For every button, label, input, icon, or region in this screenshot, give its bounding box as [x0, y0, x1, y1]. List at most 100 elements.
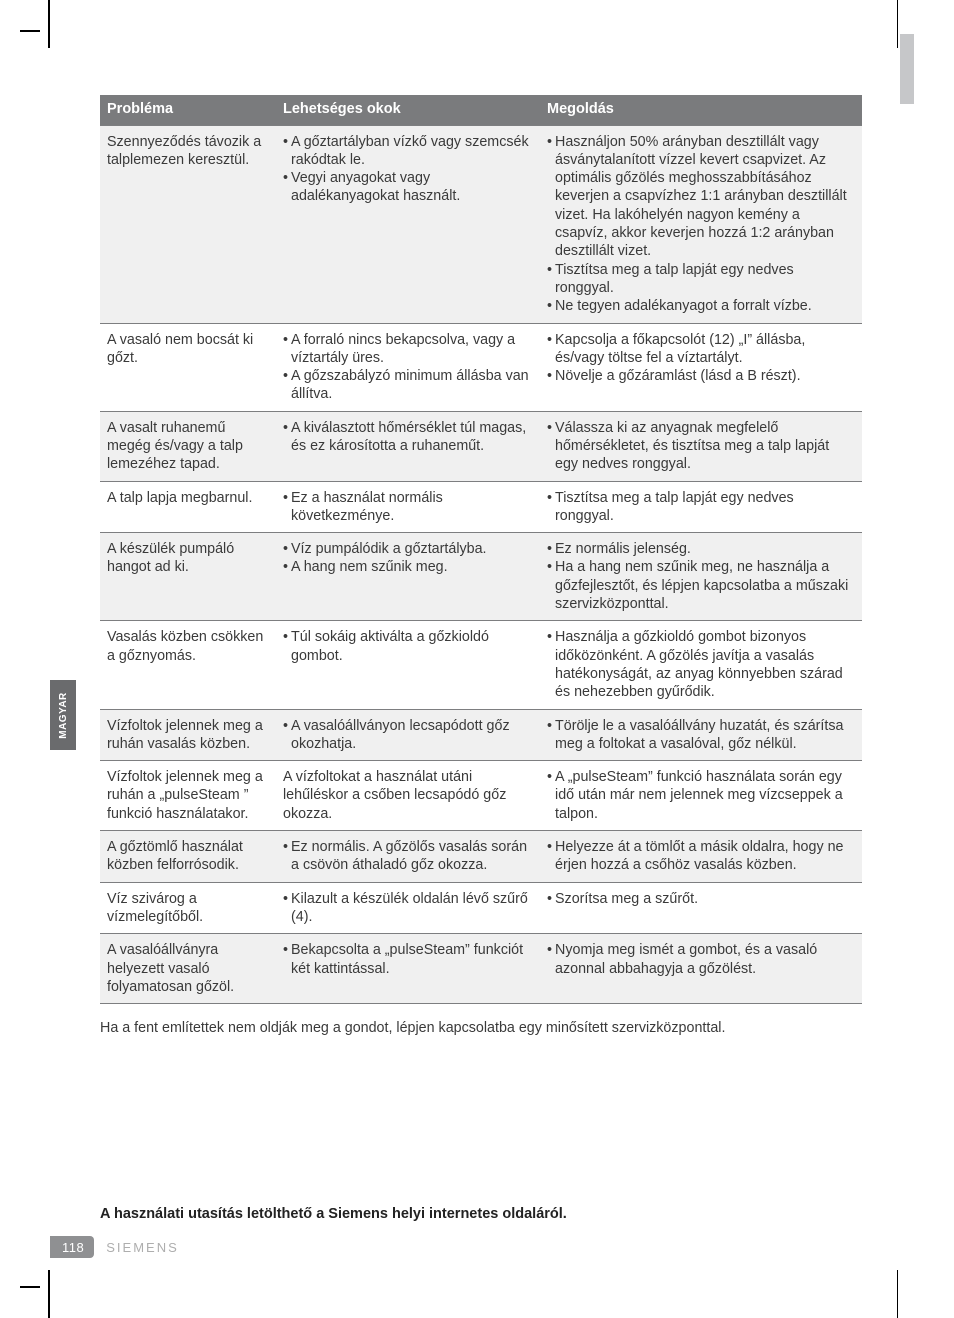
bullet-text: Ne tegyen adalékanyagot a forralt vízbe. [555, 297, 855, 315]
cell-problem: Vízfoltok jelennek meg a ruhán vasalás k… [100, 709, 276, 761]
crop-mark [48, 0, 50, 48]
bullet-marker: • [283, 628, 291, 665]
cell-cause: •A kiválasztott hőmérséklet túl magas, é… [276, 411, 540, 481]
bullet-marker: • [547, 367, 555, 385]
cell-cause: •Víz pumpálódik a gőztartályba.•A hang n… [276, 533, 540, 621]
bullet-item: •Ez a használat normális következménye. [283, 489, 533, 526]
bullet-text: Ez a használat normális következménye. [291, 489, 533, 526]
bullet-item: •Növelje a gőzáramlást (lásd a B részt). [547, 367, 855, 385]
bullet-text: Törölje le a vasalóállvány huzatát, és s… [555, 717, 855, 754]
bullet-item: •Víz pumpálódik a gőztartályba. [283, 540, 533, 558]
cell-problem: A talp lapja megbarnul. [100, 481, 276, 533]
crop-mark [897, 0, 898, 48]
table-row: Vasalás közben csökken a gőznyomás.•Túl … [100, 621, 862, 709]
cell-cause: •Túl sokáig aktiválta a gőzkioldó gombot… [276, 621, 540, 709]
cell-cause: •Ez a használat normális következménye. [276, 481, 540, 533]
bullet-marker: • [283, 331, 291, 368]
table-row: A vasalt ruhanemű megég és/vagy a talp l… [100, 411, 862, 481]
cell-problem: Víz szivárog a vízmelegítőből. [100, 882, 276, 934]
cell-cause: •Bekapcsolta a „pulseSteam” funkciót két… [276, 934, 540, 1004]
cell-solution: •Törölje le a vasalóállvány huzatát, és … [540, 709, 862, 761]
crop-mark [20, 1286, 40, 1288]
bullet-marker: • [547, 768, 555, 823]
bullet-item: •Szorítsa meg a szűrőt. [547, 890, 855, 908]
bullet-item: •Használja a gőzkioldó gombot bizonyos i… [547, 628, 855, 701]
cell-cause: •Ez normális. A gőzölős vasalás során a … [276, 831, 540, 883]
table-header-row: Probléma Lehetséges okok Megoldás [100, 95, 862, 125]
crop-mark [20, 30, 40, 32]
cell-problem: A gőztömlő használat közben felforrósodi… [100, 831, 276, 883]
bullet-item: •Válassza ki az anyagnak megfelelő hőmér… [547, 419, 855, 474]
page-number: 118 [50, 1236, 94, 1258]
bullet-text: Ez normális jelenség. [555, 540, 855, 558]
bullet-item: •Törölje le a vasalóállvány huzatát, és … [547, 717, 855, 754]
bullet-marker: • [283, 890, 291, 927]
crop-mark [897, 1270, 898, 1318]
bullet-marker: • [283, 419, 291, 456]
cell-solution: •Válassza ki az anyagnak megfelelő hőmér… [540, 411, 862, 481]
cell-cause: •A gőztartályban vízkő vagy szemcsék rak… [276, 125, 540, 323]
table-row: A gőztömlő használat közben felforrósodi… [100, 831, 862, 883]
bullet-marker: • [283, 133, 291, 170]
bullet-item: •Ne tegyen adalékanyagot a forralt vízbe… [547, 297, 855, 315]
cell-problem: A vasalt ruhanemű megég és/vagy a talp l… [100, 411, 276, 481]
troubleshooting-table: Probléma Lehetséges okok Megoldás Szenny… [100, 95, 862, 1004]
page-footer: 118 SIEMENS [50, 1236, 179, 1258]
bullet-item: •A hang nem szűnik meg. [283, 558, 533, 576]
footer-note: Ha a fent említettek nem oldják meg a go… [100, 1020, 862, 1036]
table-row: A talp lapja megbarnul.•Ez a használat n… [100, 481, 862, 533]
bullet-text: Tisztítsa meg a talp lapját egy nedves r… [555, 489, 855, 526]
table-row: Szennyeződés távozik a talplemezen keres… [100, 125, 862, 323]
bullet-marker: • [283, 367, 291, 404]
bullet-text: Növelje a gőzáramlást (lásd a B részt). [555, 367, 855, 385]
bullet-text: Vegyi anyagokat vagy adalékanyagokat has… [291, 169, 533, 206]
cell-cause: A vízfoltokat a használat utáni lehűlésk… [276, 761, 540, 831]
brand-label: SIEMENS [94, 1236, 179, 1258]
bullet-marker: • [547, 419, 555, 474]
bullet-marker: • [547, 540, 555, 558]
cell-problem: Szennyeződés távozik a talplemezen keres… [100, 125, 276, 323]
table-row: A készülék pumpáló hangot ad ki.•Víz pum… [100, 533, 862, 621]
bullet-item: •Helyezze át a tömlőt a másik oldalra, h… [547, 838, 855, 875]
cell-cause: •A forraló nincs bekapcsolva, vagy a víz… [276, 323, 540, 411]
bullet-item: •Vegyi anyagokat vagy adalékanyagokat ha… [283, 169, 533, 206]
cell-cause: •Kilazult a készülék oldalán lévő szűrő … [276, 882, 540, 934]
header-cause: Lehetséges okok [276, 95, 540, 125]
bullet-item: •Túl sokáig aktiválta a gőzkioldó gombot… [283, 628, 533, 665]
cell-solution: •A „pulseSteam” funkció használata során… [540, 761, 862, 831]
bullet-marker: • [283, 540, 291, 558]
bullet-marker: • [547, 941, 555, 978]
bullet-text: A gőzszabályzó minimum állásba van állít… [291, 367, 533, 404]
cell-solution: •Szorítsa meg a szűrőt. [540, 882, 862, 934]
cell-solution: •Nyomja meg ismét a gombot, és a vasaló … [540, 934, 862, 1004]
bullet-marker: • [547, 331, 555, 368]
bullet-text: Válassza ki az anyagnak megfelelő hőmérs… [555, 419, 855, 474]
bullet-text: Víz pumpálódik a gőztartályba. [291, 540, 533, 558]
cell-solution: •Használja a gőzkioldó gombot bizonyos i… [540, 621, 862, 709]
bullet-item: •Bekapcsolta a „pulseSteam” funkciót két… [283, 941, 533, 978]
table-row: A vasalóállványra helyezett vasaló folya… [100, 934, 862, 1004]
cell-problem: A vasalóállványra helyezett vasaló folya… [100, 934, 276, 1004]
cell-problem: Vízfoltok jelennek meg a ruhán a „pulseS… [100, 761, 276, 831]
bullet-marker: • [547, 261, 555, 298]
bullet-text: Kilazult a készülék oldalán lévő szűrő (… [291, 890, 533, 927]
bullet-marker: • [547, 489, 555, 526]
bullet-item: •Használjon 50% arányban desztillált vag… [547, 133, 855, 261]
bullet-item: •Ha a hang nem szűnik meg, ne használja … [547, 558, 855, 613]
bullet-item: •Ez normális jelenség. [547, 540, 855, 558]
bullet-marker: • [283, 838, 291, 875]
bullet-marker: • [547, 890, 555, 908]
bullet-marker: • [283, 489, 291, 526]
table-row: Vízfoltok jelennek meg a ruhán vasalás k… [100, 709, 862, 761]
bullet-marker: • [283, 941, 291, 978]
header-solution: Megoldás [540, 95, 862, 125]
bullet-text: Nyomja meg ismét a gombot, és a vasaló a… [555, 941, 855, 978]
page-edge-bar [900, 34, 914, 104]
bullet-item: •A „pulseSteam” funkció használata során… [547, 768, 855, 823]
bullet-item: •Kilazult a készülék oldalán lévő szűrő … [283, 890, 533, 927]
cell-problem: A vasaló nem bocsát ki gőzt. [100, 323, 276, 411]
bullet-item: •A gőzszabályzó minimum állásba van állí… [283, 367, 533, 404]
cell-problem: Vasalás közben csökken a gőznyomás. [100, 621, 276, 709]
cell-solution: •Tisztítsa meg a talp lapját egy nedves … [540, 481, 862, 533]
bullet-marker: • [547, 838, 555, 875]
